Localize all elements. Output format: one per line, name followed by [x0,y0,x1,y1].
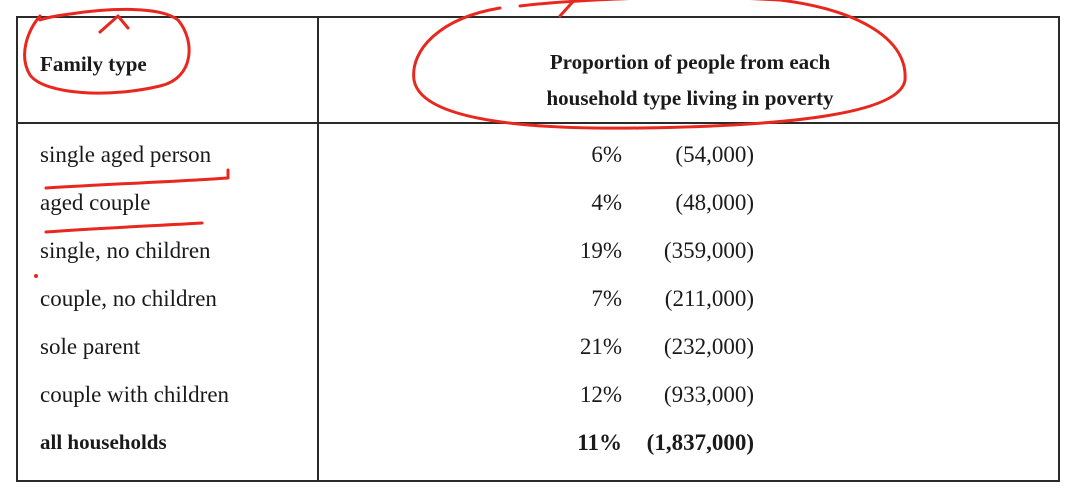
row-family-all-households: all households [40,430,167,454]
row-count: (48,000) [675,190,754,215]
row-count: (211,000) [664,286,754,311]
row-count: (54,000) [675,142,754,167]
poverty-table: Family type Proportion of people from ea… [16,16,1060,482]
row-percent: 21% [579,334,622,359]
row-count: (933,000) [663,382,754,407]
row-count-total: (1,837,000) [646,430,754,455]
header-proportion-line1: Proportion of people from each [549,50,831,74]
row-family-single-aged-person: single aged person [40,142,212,167]
header-proportion-line2: household type living in poverty [546,86,834,110]
row-percent: 12% [579,382,622,407]
row-percent: 4% [591,190,622,215]
header-family-type: Family type [40,52,147,76]
row-family-single-no-children: single, no children [40,238,211,263]
row-family-couple-with-children: couple with children [40,382,230,407]
row-percent: 6% [591,142,622,167]
header-proportion: Proportion of people from each household… [320,44,1060,116]
row-family-aged-couple: aged couple [40,190,151,215]
row-family-couple-no-children: couple, no children [40,286,217,311]
row-percent-total: 11% [577,430,622,455]
column-divider [317,18,319,480]
tick-proportion-header [558,0,577,18]
row-family-sole-parent: sole parent [40,334,141,359]
row-count: (359,000) [663,238,754,263]
row-percent: 7% [591,286,622,311]
header-divider [18,122,1058,124]
row-percent: 19% [579,238,622,263]
row-count: (232,000) [663,334,754,359]
